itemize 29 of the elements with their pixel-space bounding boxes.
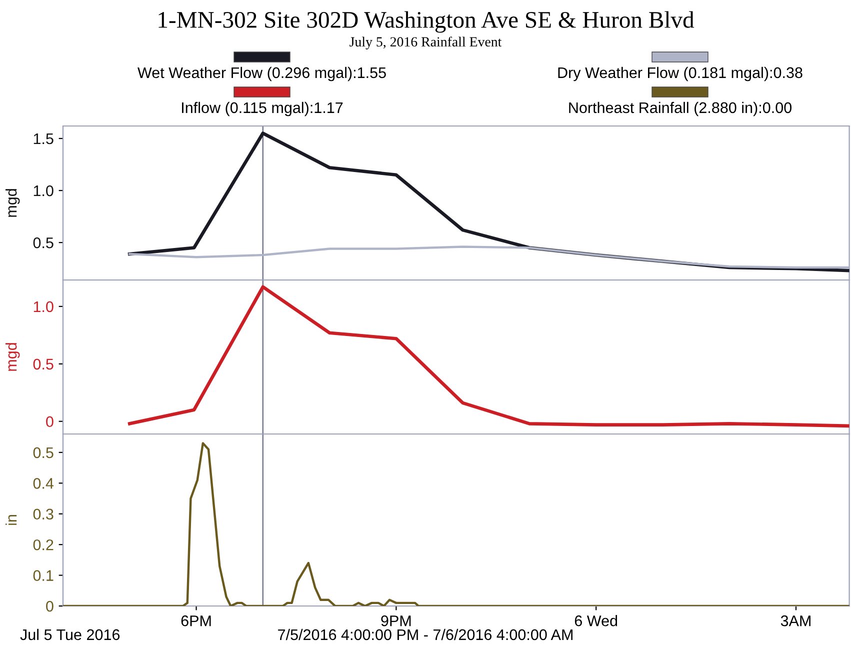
y-tick-label: 1.0: [34, 185, 54, 196]
y-tick-label: 0.5: [33, 237, 54, 248]
x-tick-label: 6 Wed: [574, 615, 618, 626]
chart-title: 1-MN-302 Site 302D Washington Ave SE & Huron Blvd: [158, 11, 694, 33]
y-tick-label: 0: [46, 600, 54, 612]
legend-label: Northeast Rainfall (2.880 in):0.00: [569, 102, 792, 116]
y-tick-label: 1.5: [34, 134, 54, 144]
y-tick-label: 0: [46, 416, 54, 428]
x-tick-label: 3AM: [780, 615, 810, 626]
y-axis-title: mgd: [6, 189, 20, 217]
y-tick-label: 0.5: [33, 358, 54, 370]
x-tick-label: 6PM: [181, 615, 211, 626]
y-tick-label: 0.5: [33, 447, 54, 458]
legend-label: Inflow (0.115 mgal):1.17: [182, 102, 343, 116]
legend-label: Wet Weather Flow (0.296 mgal):1.55: [138, 66, 386, 82]
y-axis-title: in: [6, 515, 17, 525]
line-series: [128, 246, 850, 269]
x-tick-label: 9PM: [381, 615, 411, 626]
legend-label: Dry Weather Flow (0.181 mgal):0.38: [558, 66, 802, 82]
y-tick-label: 0.4: [33, 478, 54, 489]
line-series: [128, 285, 850, 428]
chart-subtitle: July 5, 2016 Rainfall Event: [350, 36, 502, 50]
y-tick-label: 0.2: [33, 539, 54, 550]
y-axis-title: mgd: [6, 343, 20, 371]
text: Jul 5 Tue 2016: [20, 628, 120, 640]
y-tick-label: 0.3: [33, 508, 54, 520]
text: 7/5/2016 4:00:00 PM - 7/6/2016 4:00:00 AM: [278, 628, 572, 640]
y-tick-label: 1.0: [34, 301, 54, 312]
y-tick-label: 0.1: [33, 570, 54, 581]
